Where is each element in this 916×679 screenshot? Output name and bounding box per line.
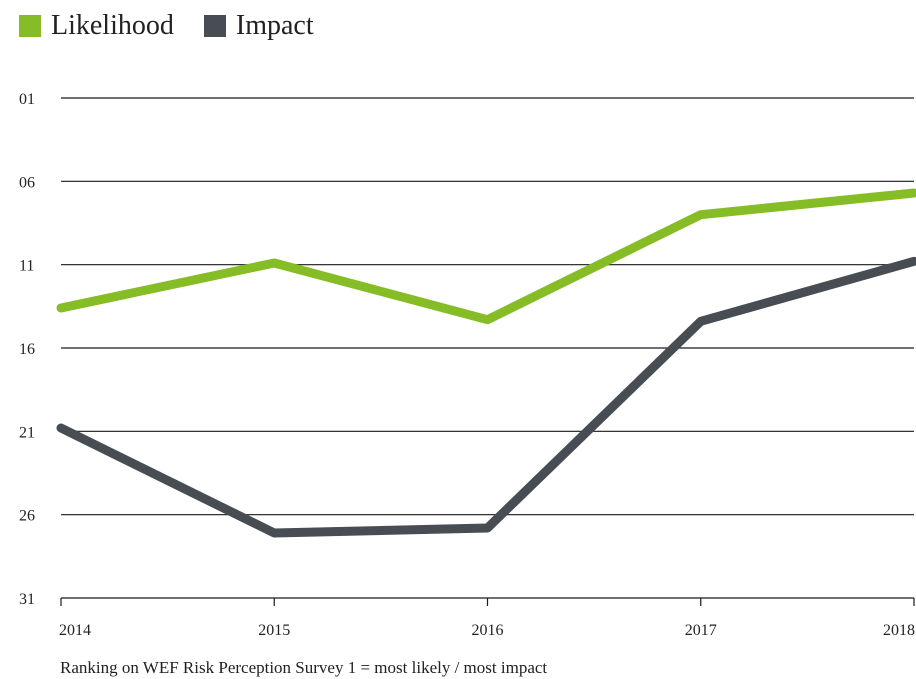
y-tick-label: 06 (19, 174, 35, 191)
x-axis: 2014 2015 2016 2017 2018 (59, 598, 915, 639)
legend-item-likelihood: Likelihood (19, 10, 174, 42)
y-axis-ticks: 01 06 11 16 21 26 31 (19, 91, 35, 608)
y-tick-label: 21 (19, 424, 35, 441)
impact-swatch-icon (203, 15, 226, 37)
x-tick-label: 2017 (685, 622, 717, 639)
y-tick-label: 11 (19, 258, 34, 275)
legend-item-impact: Impact (203, 10, 314, 42)
legend: Likelihood Impact (19, 10, 344, 42)
series-line-impact (56, 256, 916, 538)
y-tick-label: 01 (19, 91, 35, 108)
y-tick-label: 16 (19, 341, 35, 358)
gridlines (61, 97, 914, 599)
x-tick-label: 2016 (472, 622, 504, 639)
legend-label-impact: Impact (235, 10, 314, 41)
chart-footnote: Ranking on WEF Risk Perception Survey 1 … (60, 658, 548, 677)
x-tick-label: 2014 (59, 622, 91, 639)
x-tick-label: 2018 (883, 622, 915, 639)
legend-label-likelihood: Likelihood (51, 10, 174, 41)
x-tick-label: 2015 (258, 622, 290, 639)
likelihood-swatch-icon (19, 15, 41, 37)
y-tick-label: 26 (19, 508, 35, 525)
series-lines (56, 188, 916, 538)
y-tick-label: 31 (19, 591, 35, 608)
